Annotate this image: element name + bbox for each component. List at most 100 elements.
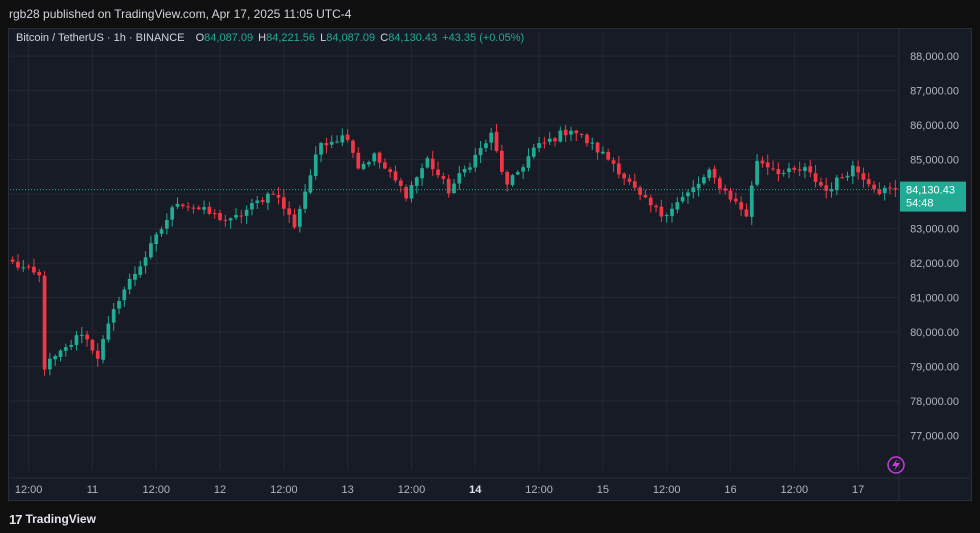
candle-body (537, 143, 541, 148)
candle-body (21, 267, 26, 269)
candle-body (335, 141, 339, 143)
candle-body (436, 169, 440, 176)
legend-high-value: 84,221.56 (266, 32, 316, 44)
candle-body (654, 205, 658, 208)
candle-body (819, 181, 823, 186)
candle-body (234, 214, 238, 218)
candle-body (606, 151, 611, 160)
candle-body (579, 134, 584, 136)
candle-body (143, 257, 148, 266)
candle-body (26, 266, 31, 268)
candle-body (707, 169, 712, 178)
candle-body (122, 289, 127, 301)
candle-body (526, 156, 531, 168)
y-tick-label: 85,000.00 (910, 155, 959, 167)
candle-body (595, 142, 600, 153)
candle-body (664, 215, 669, 217)
candle-body (489, 132, 494, 143)
candle-body (212, 213, 217, 215)
x-tick-label: 12:00 (270, 484, 298, 496)
candle-body (776, 169, 781, 175)
candle-body (882, 187, 887, 194)
candle-body (893, 187, 898, 190)
candle-body (414, 177, 419, 186)
last-price-value: 84,130.43 (906, 185, 955, 197)
candle-body (202, 207, 206, 210)
candle-body (74, 335, 79, 346)
candle-body (781, 173, 786, 175)
candle-body (266, 193, 270, 203)
candle-body (718, 178, 722, 189)
candle-body (260, 200, 265, 202)
published-caption: rgb28 published on TradingView.com, Apr … (9, 7, 352, 21)
candle-body (106, 323, 111, 340)
legend-low-value: 84,087.09 (326, 32, 376, 44)
candle-body (755, 160, 759, 185)
candle-body (319, 142, 323, 155)
candle-body (531, 147, 536, 157)
candle-body (244, 209, 249, 216)
candle-body (404, 186, 409, 199)
candle-body (441, 176, 446, 179)
candle-body (420, 168, 424, 179)
candle-body (494, 131, 499, 152)
candle-body (308, 175, 313, 193)
candle-body (63, 347, 68, 351)
y-tick-label: 83,000.00 (910, 224, 959, 236)
candle-body (840, 177, 845, 179)
candle-body (409, 184, 414, 199)
candle-body (601, 151, 605, 154)
candle-body (813, 173, 818, 182)
candle-body (367, 162, 371, 165)
chart-frame[interactable] (8, 28, 972, 501)
candle-body (351, 140, 355, 153)
candle-body (553, 138, 557, 142)
candle-body (616, 163, 621, 175)
candle-body (499, 150, 504, 172)
candle-body (191, 207, 196, 209)
candle-body (452, 183, 456, 194)
candle-body (760, 160, 765, 164)
candle-body (521, 167, 525, 172)
candle-body (372, 153, 377, 162)
candle-body (398, 180, 403, 186)
candle-body (850, 165, 855, 177)
tradingview-brand: TradingView (25, 512, 96, 526)
candle-body (558, 130, 563, 142)
candle-body (186, 206, 190, 208)
candle-body (393, 171, 398, 181)
candle-body (723, 188, 728, 191)
candle-body (856, 166, 860, 173)
candle-body (117, 301, 121, 309)
candle-body (133, 273, 137, 280)
candle-body (877, 189, 882, 195)
candle-body (462, 168, 467, 173)
candle-body (196, 207, 201, 210)
candle-body (834, 177, 839, 190)
candle-body (48, 358, 52, 370)
tradingview-logo-icon: 17 (9, 511, 23, 527)
candle-body (627, 178, 632, 182)
candle-body (154, 234, 159, 245)
candle-body (271, 193, 276, 195)
candle-body (228, 218, 233, 221)
candle-body (138, 266, 143, 275)
candle-body (276, 195, 281, 198)
legend-close-label: C (380, 32, 389, 44)
candle-body (149, 243, 153, 258)
legend-low-label: L (320, 32, 327, 44)
footer: 17 TradingView (9, 510, 96, 528)
candle-body (297, 208, 302, 227)
candle-body (329, 141, 334, 145)
candle-body (79, 334, 84, 336)
candle-body (180, 204, 185, 207)
candle-body (32, 266, 36, 273)
candle-body (430, 158, 435, 170)
candle-body (515, 172, 520, 175)
candle-body (510, 175, 515, 186)
legend-open-label: O (195, 32, 205, 44)
legend-symbol: Bitcoin / TetherUS · 1h · BINANCE (16, 32, 185, 44)
candle-body (680, 196, 685, 202)
lightning-bolt-icon (892, 459, 900, 471)
